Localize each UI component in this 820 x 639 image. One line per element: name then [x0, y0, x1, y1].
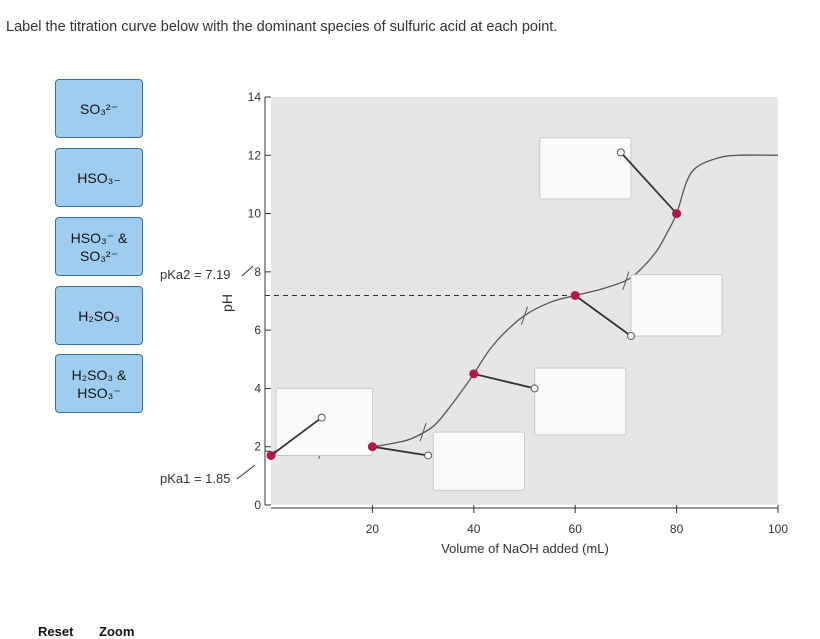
tile-label: HSO₃₋ — [77, 169, 121, 186]
leader-end-dot — [626, 331, 635, 340]
drop-target-box[interactable] — [534, 367, 627, 436]
tile-label: H₂SO₃ — [78, 307, 120, 324]
y-axis-label: pH — [219, 294, 235, 312]
tile-label: HSO₃⁻ & — [70, 229, 128, 246]
x-tick-label: 20 — [366, 522, 380, 536]
marked-point — [570, 290, 580, 300]
y-tick-label: 0 — [254, 498, 261, 512]
tile-label: SO₃²⁻ — [80, 100, 118, 117]
marked-point — [266, 450, 276, 460]
x-tick-label: 80 — [670, 522, 684, 536]
drop-target-box[interactable] — [275, 387, 373, 456]
tile-label-2: HSO₃⁻ — [77, 384, 121, 401]
x-axis-label: Volume of NaOH added (mL) — [441, 541, 609, 556]
leader-end-dot — [317, 413, 326, 422]
marked-point — [672, 209, 682, 219]
zoom-button[interactable]: Zoom — [99, 624, 135, 639]
pka2-label: pKa2 = 7.19 — [160, 267, 230, 282]
pka1-label: pKa1 = 1.85 — [160, 471, 230, 486]
curve-tick-mark — [419, 422, 427, 442]
y-tick-label: 14 — [248, 90, 262, 104]
pka1-pointer — [236, 464, 256, 480]
tile-label-2: SO₃²⁻ — [80, 247, 118, 264]
tile-h2so3[interactable]: H₂SO₃ — [55, 286, 143, 345]
x-tick-label: 40 — [467, 522, 481, 536]
marked-point — [367, 442, 377, 452]
y-tick-label: 2 — [254, 440, 261, 454]
y-tick-label: 6 — [254, 323, 261, 337]
y-tick-label: 12 — [248, 148, 262, 162]
question-text: Label the titration curve below with the… — [6, 19, 558, 35]
titration-chart: 0 2 4 6 8 10 12 14 20 40 60 80 100 pH Volume of NaO… — [160, 90, 788, 556]
x-tick-label: 60 — [569, 522, 583, 536]
tile-h2so3-and-hso3[interactable]: H₂SO₃ & HSO₃⁻ — [55, 354, 143, 413]
pka2-pointer — [241, 265, 254, 277]
leader-line — [574, 294, 632, 337]
y-tick-label: 10 — [248, 207, 262, 221]
y-tick-label: 4 — [254, 381, 261, 395]
x-tick-label: 100 — [768, 522, 788, 536]
leader-end-dot — [616, 148, 625, 157]
drop-target-box[interactable] — [432, 431, 525, 491]
leader-line — [372, 445, 429, 457]
y-tick-label: 8 — [254, 265, 261, 279]
drop-target-box[interactable] — [539, 137, 632, 200]
reset-button[interactable]: Reset — [38, 624, 74, 639]
leader-end-dot — [424, 451, 433, 460]
tile-hso3-minus[interactable]: HSO₃₋ — [55, 148, 143, 207]
drop-target-box[interactable] — [630, 274, 723, 337]
curve-tick-mark — [521, 306, 528, 325]
curve-tick-mark — [622, 271, 630, 290]
leader-end-dot — [530, 384, 539, 393]
tile-label: H₂SO₃ & — [71, 366, 127, 383]
leader-line — [620, 151, 678, 215]
tile-so3-2minus[interactable]: SO₃²⁻ — [55, 79, 143, 138]
marked-point — [469, 369, 479, 379]
leader-line — [270, 416, 323, 457]
tile-hso3-and-so3[interactable]: HSO₃⁻ & SO₃²⁻ — [55, 217, 143, 276]
leader-line — [473, 372, 535, 390]
